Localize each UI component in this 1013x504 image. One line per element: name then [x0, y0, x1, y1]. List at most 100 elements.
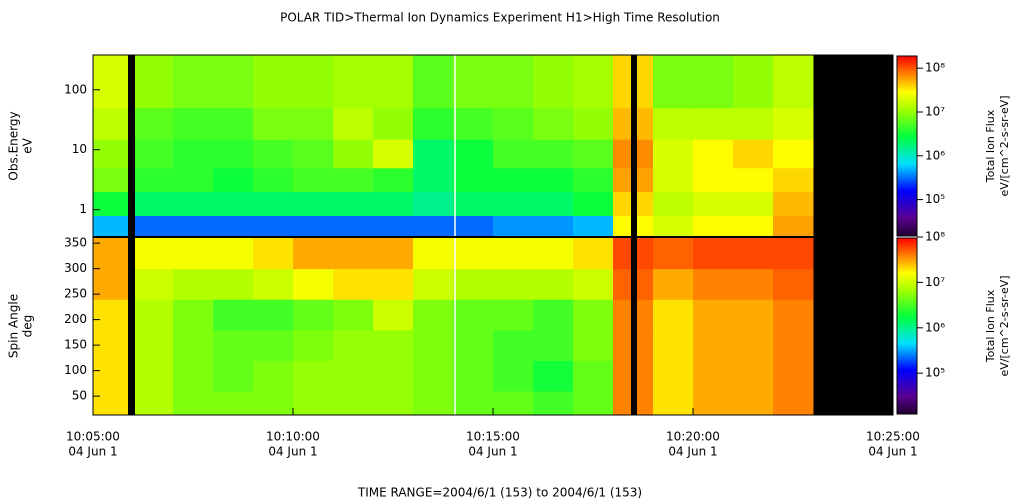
flux-cell [453, 268, 494, 300]
flux-cell [493, 268, 534, 300]
flux-cell [733, 299, 774, 331]
flux-cell [133, 215, 174, 238]
flux-cell [773, 139, 814, 169]
flux-cell [213, 299, 254, 331]
colorbar-tick-label: 10⁸ [925, 230, 945, 244]
flux-cell [413, 329, 454, 361]
flux-cell [653, 139, 694, 169]
flux-cell [213, 107, 254, 140]
flux-cell [453, 191, 494, 216]
flux-cell [733, 215, 774, 238]
flux-cell [733, 329, 774, 361]
flux-cell [773, 107, 814, 140]
flux-cell [373, 139, 414, 169]
flux-cell [293, 191, 334, 216]
flux-cell [133, 360, 174, 392]
colorbar [896, 55, 918, 237]
colorbar-tick-label: 10⁵ [925, 192, 945, 206]
flux-cell [333, 391, 374, 416]
flux-cell [213, 55, 254, 109]
flux-cell [413, 139, 454, 169]
flux-cell [453, 299, 494, 331]
flux-cell [653, 215, 694, 238]
flux-cell [253, 237, 294, 270]
flux-cell [293, 268, 334, 300]
flux-cell [333, 215, 374, 238]
flux-cell [93, 360, 134, 392]
flux-cell [533, 299, 574, 331]
flux-cell [693, 167, 734, 193]
flux-cell [573, 299, 614, 331]
colorbar-label: eV/[cm^2-s-sr-eV] [998, 275, 1011, 376]
flux-cell [573, 268, 614, 300]
colorbar-tick-label: 10⁵ [925, 366, 945, 380]
flux-cell [333, 167, 374, 193]
flux-cell [493, 55, 534, 109]
flux-cell [133, 391, 174, 416]
flux-cell [213, 268, 254, 300]
flux-cell [133, 55, 174, 109]
y-tick-label: 350 [64, 236, 87, 250]
flux-cell [93, 107, 134, 140]
flux-cell [773, 268, 814, 300]
flux-cell [693, 360, 734, 392]
flux-cell [693, 55, 734, 109]
flux-cell [333, 329, 374, 361]
colorbar-tick-label: 10⁶ [925, 320, 945, 334]
flux-cell [733, 191, 774, 216]
flux-cell [253, 215, 294, 238]
flux-cell [533, 139, 574, 169]
y-axis-label: Obs.Energy [7, 111, 21, 180]
flux-cell [373, 167, 414, 193]
flux-cell [733, 237, 774, 270]
flux-cell [253, 299, 294, 331]
colorbar-label: Total Ion Flux [984, 109, 997, 183]
x-tick-date: 04 Jun 1 [668, 445, 717, 459]
colorbar [896, 237, 918, 415]
flux-cell [693, 237, 734, 270]
time-range: TIME RANGE=2004/6/1 (153) to 2004/6/1 (1… [357, 486, 642, 500]
flux-cell [733, 55, 774, 109]
flux-cell [173, 329, 214, 361]
flux-cell [653, 107, 694, 140]
flux-cell [133, 329, 174, 361]
flux-cell [333, 299, 374, 331]
flux-cell [333, 107, 374, 140]
flux-cell [733, 268, 774, 300]
flux-cell [133, 299, 174, 331]
flux-cell [653, 268, 694, 300]
flux-cell [373, 268, 414, 300]
y-tick-label: 300 [64, 261, 87, 275]
flux-cell [733, 139, 774, 169]
flux-cell [533, 237, 574, 270]
flux-cell [373, 215, 414, 238]
flux-cell [333, 139, 374, 169]
y-tick-label: 100 [64, 82, 87, 96]
flux-cell [173, 139, 214, 169]
y-tick-label: 1 [79, 202, 87, 216]
flux-cell [373, 360, 414, 392]
flux-cell [133, 237, 174, 270]
y-tick-label: 150 [64, 338, 87, 352]
colorbar-tick-label: 10⁷ [925, 275, 945, 289]
flux-cell [493, 237, 534, 270]
flux-cell [413, 215, 454, 238]
flux-cell [413, 268, 454, 300]
flux-cell [653, 191, 694, 216]
flux-cell [693, 299, 734, 331]
flux-cell [773, 191, 814, 216]
flux-cell [573, 329, 614, 361]
flux-cell [773, 167, 814, 193]
y-axis-label: eV [21, 137, 35, 153]
flux-cell [173, 237, 214, 270]
flux-cell [733, 391, 774, 416]
flux-cell [173, 191, 214, 216]
flux-cell [653, 391, 694, 416]
flux-cell [253, 167, 294, 193]
flux-cell [413, 237, 454, 270]
flux-cell [373, 107, 414, 140]
colorbar-tick-label: 10⁶ [925, 148, 945, 162]
flux-cell [93, 139, 134, 169]
x-tick-date: 04 Jun 1 [268, 445, 317, 459]
